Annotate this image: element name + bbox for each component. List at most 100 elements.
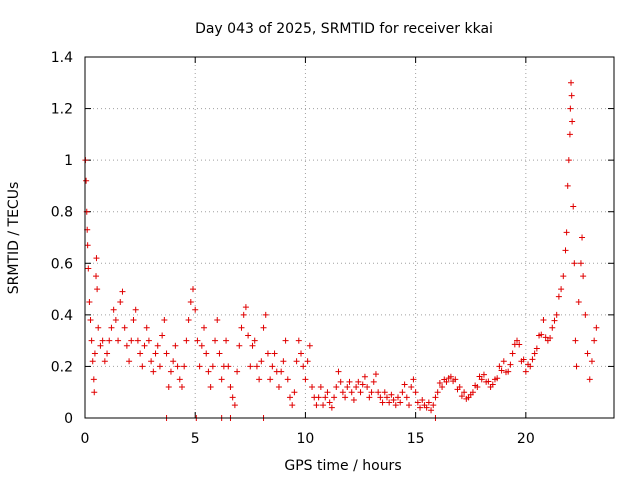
data-point (115, 337, 122, 344)
data-point (240, 311, 247, 318)
data-point (375, 389, 382, 396)
data-point (106, 337, 113, 344)
x-axis-label: GPS time / hours (284, 458, 401, 474)
data-point (174, 363, 181, 370)
data-point (143, 324, 150, 331)
data-point (531, 350, 538, 357)
data-point (390, 396, 397, 403)
data-point (533, 345, 540, 352)
data-point (139, 363, 146, 370)
data-point (408, 384, 415, 391)
data-point (328, 404, 335, 411)
data-point (547, 334, 554, 341)
data-point (579, 234, 586, 241)
data-point (359, 381, 366, 388)
y-tick-label: 0.8 (51, 205, 73, 221)
data-point (185, 317, 192, 324)
data-point (161, 317, 168, 324)
data-point (485, 378, 492, 385)
data-point (568, 92, 575, 99)
data-point (569, 118, 576, 125)
data-point (478, 376, 485, 383)
data-point (377, 394, 384, 401)
data-point (414, 399, 421, 406)
data-point (302, 376, 309, 383)
data-point (262, 311, 269, 318)
data-point (93, 273, 100, 280)
data-point (167, 368, 174, 375)
y-axis-label: SRMTID / TECUs (6, 182, 22, 295)
data-point (394, 394, 401, 401)
data-point (571, 260, 578, 267)
data-point (134, 337, 141, 344)
data-point (205, 368, 212, 375)
data-point (428, 407, 435, 414)
data-point (406, 402, 413, 409)
data-point (253, 363, 260, 370)
data-point (190, 286, 197, 293)
data-point (104, 350, 111, 357)
data-point (159, 332, 166, 339)
data-point (549, 324, 556, 331)
data-point (509, 350, 516, 357)
data-point (245, 332, 252, 339)
data-point (474, 384, 481, 391)
data-point (572, 337, 579, 344)
y-tick-label: 0.6 (51, 256, 73, 272)
data-point (364, 384, 371, 391)
data-point (529, 356, 536, 363)
data-point (551, 317, 558, 324)
data-point (126, 358, 133, 365)
data-point (236, 342, 243, 349)
data-point (439, 384, 446, 391)
data-point (132, 306, 139, 313)
data-point (507, 361, 514, 368)
data-point (88, 337, 95, 344)
data-point (580, 273, 587, 280)
chart-title: Day 043 of 2025, SRMTID for receiver kka… (195, 21, 493, 37)
data-point (324, 389, 331, 396)
x-tick-label: 5 (191, 431, 200, 447)
data-point (93, 255, 100, 262)
data-point (555, 293, 562, 300)
data-point (443, 378, 450, 385)
grid (85, 57, 614, 418)
data-point (156, 363, 163, 370)
data-point (275, 384, 282, 391)
data-point (593, 324, 600, 331)
data-point (425, 399, 432, 406)
data-point (331, 394, 338, 401)
data-point (570, 203, 577, 210)
data-point (267, 376, 274, 383)
data-point (357, 389, 364, 396)
data-point (436, 379, 443, 386)
data-point (172, 342, 179, 349)
data-point (584, 350, 591, 357)
x-tick-label: 15 (407, 431, 425, 447)
data-point (522, 368, 529, 375)
data-point (399, 389, 406, 396)
data-point (403, 394, 410, 401)
data-point (320, 402, 327, 409)
data-point (401, 381, 408, 388)
data-point (458, 393, 465, 400)
data-point (181, 363, 188, 370)
data-point (577, 260, 584, 267)
data-point (489, 381, 496, 388)
data-point (498, 367, 505, 374)
data-point (225, 363, 232, 370)
data-point (260, 324, 267, 331)
data-point (289, 402, 296, 409)
data-point (214, 317, 221, 324)
data-point (203, 350, 210, 357)
data-point (91, 389, 98, 396)
data-point (145, 337, 152, 344)
data-point (223, 337, 230, 344)
data-point (295, 337, 302, 344)
data-point (198, 342, 205, 349)
data-point (249, 342, 256, 349)
data-point (91, 350, 98, 357)
data-point (520, 356, 527, 363)
data-point (207, 384, 214, 391)
